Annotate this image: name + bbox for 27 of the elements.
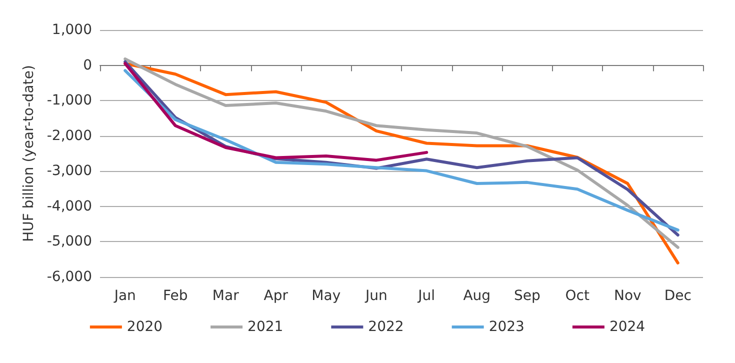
x-tick-label: Apr <box>264 288 288 304</box>
y-tick-label: -6,000 <box>46 269 92 285</box>
x-tick-label: Sep <box>514 288 540 304</box>
y-tick-label: -1,000 <box>46 92 92 109</box>
line-series <box>124 62 428 162</box>
x-tick-label: Oct <box>565 288 590 304</box>
legend-label: 2023 <box>488 319 524 335</box>
x-tick-label: Jan <box>113 288 136 304</box>
y-tick-label: -3,000 <box>46 163 92 180</box>
legend-label: 2020 <box>126 319 163 335</box>
x-tick-label: Mar <box>212 288 240 304</box>
y-tick-label: -2,000 <box>46 128 92 144</box>
x-tick-label: Jul <box>417 288 436 304</box>
x-tick-label: Feb <box>162 288 188 304</box>
x-tick-label: Dec <box>664 288 692 304</box>
legend-label: 2022 <box>368 319 404 335</box>
x-tick-label: Nov <box>614 288 642 304</box>
x-tick-label: Jun <box>364 288 388 304</box>
y-tick-label: -4,000 <box>46 198 92 214</box>
legend-label: 2021 <box>248 319 284 335</box>
x-tick-label: Aug <box>463 288 491 304</box>
y-tick-label: 1,000 <box>52 22 92 38</box>
legend-label: 2024 <box>609 319 646 335</box>
y-tick-label: -5,000 <box>46 234 92 250</box>
x-tick-label: May <box>312 288 341 304</box>
y-axis-title: HUF billion (year-to-date) <box>20 65 37 242</box>
y-tick-label: 0 <box>83 57 92 74</box>
